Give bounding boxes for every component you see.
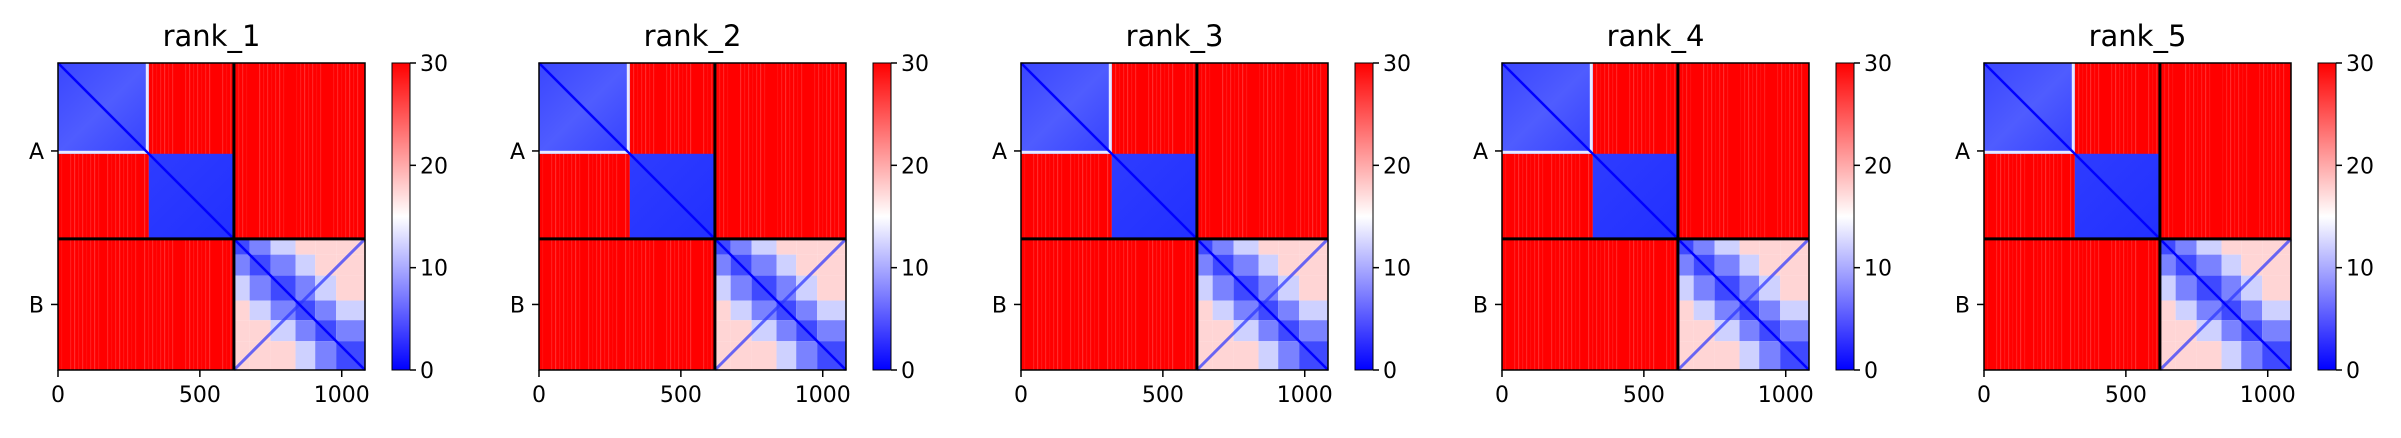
colorbar-tick-label: 20	[2346, 154, 2374, 179]
diagonal-line	[1020, 62, 1329, 371]
heatmap-frame	[538, 62, 847, 371]
x-tick-label: 500	[1142, 383, 1184, 408]
colorbar-tick-label: 30	[1383, 52, 1411, 77]
panel-3: rank_3 A B 0 500 1000 0 10 20 30	[992, 19, 1411, 408]
diagonal-line	[1983, 62, 2292, 371]
block-edge	[1502, 150, 1593, 154]
x-tick-label: 0	[51, 383, 65, 408]
x-tick-label: 500	[660, 383, 702, 408]
colorbar-tick-label: 30	[901, 52, 929, 77]
x-tick-label: 1000	[1758, 383, 1814, 408]
block-edge	[539, 150, 630, 154]
block-edge	[1021, 150, 1112, 154]
y-tick-label: A	[29, 140, 44, 165]
y-tick-label: A	[510, 140, 525, 165]
panel-2: rank_2 A B 0 500 1000 0 10 20 30	[510, 19, 929, 408]
colorbar-tick-label: 0	[901, 359, 915, 384]
panel-title: rank_3	[1126, 19, 1224, 53]
x-tick-label: 500	[179, 383, 221, 408]
heatmap-frame	[1983, 62, 2292, 371]
block-edge	[145, 63, 149, 154]
colorbar	[1354, 62, 1374, 371]
x-tick-label: 500	[1623, 383, 1665, 408]
colorbar-tick-label: 30	[420, 52, 448, 77]
y-tick-label: A	[1955, 140, 1970, 165]
panel-title: rank_1	[163, 19, 261, 53]
y-tick-label: A	[1473, 140, 1488, 165]
block-edge	[58, 150, 149, 154]
colorbar-tick-label: 10	[901, 257, 929, 282]
chain-b-pattern	[713, 237, 848, 372]
colorbar	[2317, 62, 2337, 371]
diagonal-line	[57, 62, 366, 371]
x-tick-label: 0	[1014, 383, 1028, 408]
y-tick-label: B	[29, 293, 44, 318]
y-tick-label: B	[992, 293, 1007, 318]
block-edge	[626, 63, 630, 154]
colorbar-tick-label: 10	[420, 257, 448, 282]
x-tick-label: 0	[1495, 383, 1509, 408]
x-tick-label: 1000	[314, 383, 370, 408]
colorbar-tick-label: 0	[2346, 359, 2360, 384]
colorbar-tick-label: 10	[2346, 257, 2374, 282]
block-edge	[1108, 63, 1112, 154]
colorbar-tick-label: 20	[420, 154, 448, 179]
colorbar	[391, 62, 411, 371]
heatmap-frame	[1020, 62, 1329, 371]
panel-title: rank_5	[2089, 19, 2187, 53]
panel-1: rank_1 A B 0 500 1000 0 10 20 30	[29, 19, 448, 408]
x-tick-label: 0	[532, 383, 546, 408]
x-tick-label: 500	[2105, 383, 2147, 408]
colorbar-tick-label: 30	[2346, 52, 2374, 77]
block-edge	[2071, 63, 2075, 154]
block-edge	[1589, 63, 1593, 154]
colorbar-tick-label: 0	[1864, 359, 1878, 384]
panel-title: rank_2	[644, 19, 742, 53]
colorbar	[1835, 62, 1855, 371]
diagonal-line	[1501, 62, 1810, 371]
x-tick-label: 1000	[2240, 383, 2296, 408]
x-tick-label: 1000	[795, 383, 851, 408]
diagonal-line	[538, 62, 847, 371]
panel-4: rank_4 A B 0 500 1000 0 10 20 30	[1473, 19, 1892, 408]
heatmap-texture	[1987, 63, 2285, 370]
y-tick-label: B	[1473, 293, 1488, 318]
panel-title: rank_4	[1607, 19, 1705, 53]
colorbar-tick-label: 20	[901, 154, 929, 179]
chain-b-pattern	[232, 237, 367, 372]
heatmap-frame	[1501, 62, 1810, 371]
colorbar-tick-label: 10	[1864, 257, 1892, 282]
x-tick-label: 0	[1977, 383, 1991, 408]
colorbar-tick-label: 0	[1383, 359, 1397, 384]
colorbar-tick-label: 30	[1864, 52, 1892, 77]
colorbar-tick-label: 20	[1864, 154, 1892, 179]
y-tick-label: B	[510, 293, 525, 318]
colorbar-tick-label: 20	[1383, 154, 1411, 179]
colorbar	[872, 62, 892, 371]
heatmap-frame	[57, 62, 366, 371]
block-edge	[1984, 150, 2075, 154]
panel-5: rank_5 A B 0 500 1000 0 10 20 30	[1955, 19, 2374, 408]
chain-b-pattern	[2158, 237, 2293, 372]
colorbar-tick-label: 10	[1383, 257, 1411, 282]
x-tick-label: 1000	[1277, 383, 1333, 408]
y-tick-label: B	[1955, 293, 1970, 318]
y-tick-label: A	[992, 140, 1007, 165]
colorbar-tick-label: 0	[420, 359, 434, 384]
